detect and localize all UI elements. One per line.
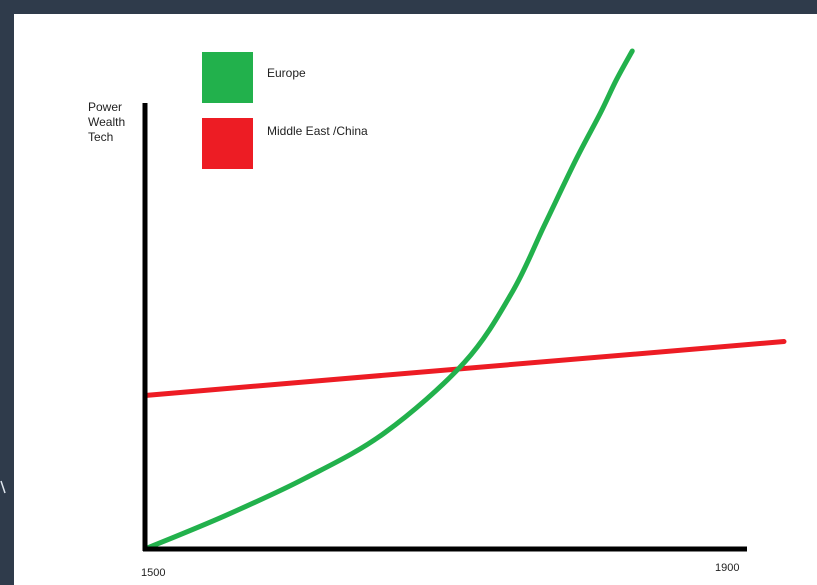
y-axis-label-line: Tech <box>88 130 114 144</box>
legend-label-europe: Europe <box>267 66 306 80</box>
chart-canvas: Europe Middle East /China Power Wealth T… <box>14 14 817 585</box>
series-line-europe <box>142 48 635 552</box>
edge-mark <box>0 480 6 494</box>
y-axis-label-line: Wealth <box>88 115 126 129</box>
y-axis-label-line: Power <box>88 100 123 114</box>
legend-swatch-europe <box>202 52 253 103</box>
y-axis-label: Power Wealth Tech <box>88 100 125 145</box>
series-line-middle-east-china <box>142 339 787 398</box>
legend-swatch-middle-east-china <box>202 118 253 169</box>
x-tick-label-start: 1500 <box>141 567 166 579</box>
x-tick-label-end: 1900 <box>715 562 740 574</box>
legend-label-middle-east-china: Middle East /China <box>267 124 368 138</box>
line-chart <box>142 48 787 552</box>
